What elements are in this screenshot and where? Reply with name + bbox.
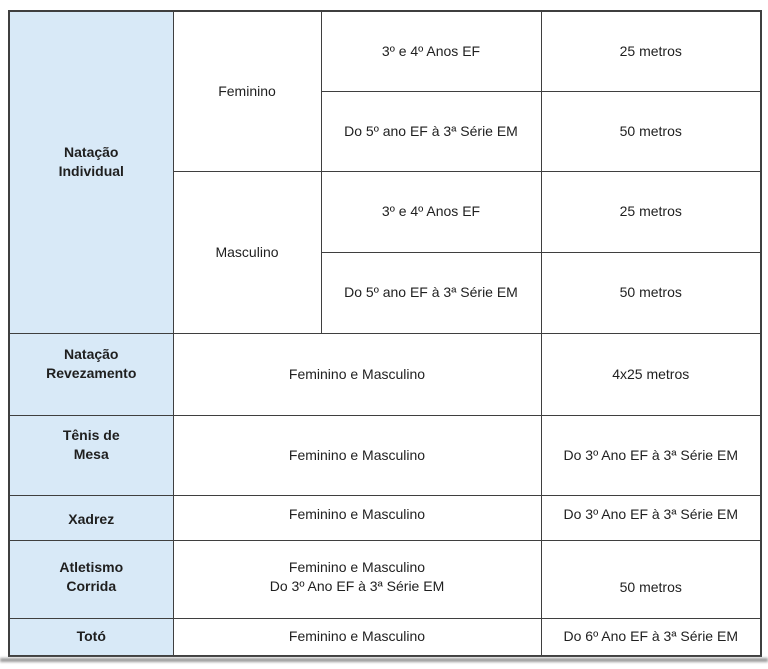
sport-label-line: Natação [64, 346, 119, 362]
participants-cell: Feminino e Masculino [172, 332, 542, 416]
table-row: Do 5º ano EF à 3ª Série EM 50 metros [9, 251, 762, 334]
sport-cell-xadrez: Xadrez [8, 494, 174, 541]
table-bottom-shadow [0, 658, 768, 662]
participants-cell: Feminino e Masculino Do 3º Ano EF à 3ª S… [172, 539, 542, 619]
participants-line: Feminino e Masculino [288, 559, 426, 575]
sport-label-line: Revezamento [46, 365, 137, 381]
table-body: Natação Individual Feminino 3º e 4º Anos… [8, 10, 762, 657]
participants-cell: Feminino e Masculino [172, 414, 542, 496]
sport-label-line: Individual [58, 163, 124, 180]
participants-cell: Feminino e Masculino [172, 617, 542, 657]
sports-categories-table: Natação Individual Feminino 3º e 4º Anos… [8, 10, 762, 657]
distance-cell: 25 metros [540, 10, 762, 92]
grade-cell: Do 5º ano EF à 3ª Série EM [320, 90, 542, 172]
table-row: Do 5º ano EF à 3ª Série EM 50 metros [9, 90, 762, 172]
distance-cell: 50 metros [540, 251, 762, 334]
sport-cell-toto: Totó [8, 617, 174, 657]
table-row: Xadrez Feminino e Masculino Do 3º Ano EF… [8, 494, 762, 541]
participants-line: Do 3º Ano EF à 3ª Série EM [269, 578, 445, 594]
sport-label-line: Atletismo [59, 559, 124, 575]
grade-cell: 3º e 4º Anos EF [320, 10, 542, 92]
sport-label-line: Mesa [73, 446, 109, 462]
grade-cell: Do 5º ano EF à 3ª Série EM [320, 251, 542, 334]
grade-cell: 3º e 4º Anos EF [320, 170, 542, 253]
table-row: Natação Revezamento Feminino e Masculino… [8, 332, 762, 416]
sport-label-line: Corrida [66, 578, 117, 594]
grade-range-cell: Do 6º Ano EF à 3ª Série EM [540, 617, 762, 657]
grade-range-cell: Do 3º Ano EF à 3ª Série EM [540, 414, 762, 496]
table-row: Natação Individual Feminino 3º e 4º Anos… [8, 10, 762, 334]
table-row: Totó Feminino e Masculino Do 6º Ano EF à… [8, 617, 762, 657]
distance-cell: 50 metros [540, 539, 762, 619]
distance-cell: 4x25 metros [540, 332, 762, 416]
sport-cell-atletismo-corrida: Atletismo Corrida [8, 539, 174, 619]
sport-cell-natacao-revezamento: Natação Revezamento [8, 332, 174, 416]
sport-label-line: Natação [64, 144, 119, 161]
gender-cell-masculino: Masculino [172, 170, 322, 334]
sport-label-line: Tênis de [62, 427, 120, 443]
participants-cell: Feminino e Masculino [172, 494, 542, 541]
distance-cell: 25 metros [540, 170, 762, 253]
gender-cell-feminino: Feminino [172, 10, 322, 172]
grade-range-cell: Do 3º Ano EF à 3ª Série EM [540, 494, 762, 541]
table-row: Tênis de Mesa Feminino e Masculino Do 3º… [8, 414, 762, 496]
sport-cell-natacao-individual: Natação Individual [8, 10, 174, 334]
distance-cell: 50 metros [540, 90, 762, 172]
sport-cell-tenis-de-mesa: Tênis de Mesa [8, 414, 174, 496]
table-row: Atletismo Corrida Feminino e Masculino D… [8, 539, 762, 619]
